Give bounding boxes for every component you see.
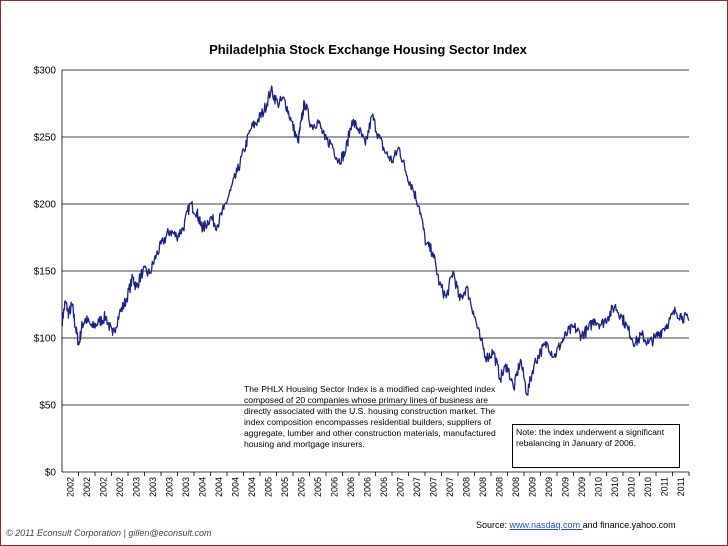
- y-axis-ticks: $0 $50 $100 $150 $200 $250 $300: [34, 66, 57, 479]
- x-tick-label: 2005: [296, 477, 306, 497]
- source-suffix: and finance.yahoo.com: [582, 520, 676, 530]
- x-tick-label: 2005: [280, 477, 290, 497]
- x-tick-label: 2006: [362, 477, 372, 497]
- series-layer: [61, 85, 690, 396]
- x-tick-label: 2006: [329, 477, 339, 497]
- x-tick-label: 2007: [412, 477, 422, 497]
- x-tick-label: 2008: [511, 477, 521, 497]
- x-tick-label: 2008: [461, 477, 471, 497]
- y-tick-label: $300: [34, 66, 57, 77]
- rebalancing-note: Note: the index underwent a significant …: [512, 424, 680, 468]
- copyright-footer: © 2011 Econsult Corporation | gillen@eco…: [6, 528, 212, 538]
- source-prefix: Source:: [476, 520, 510, 530]
- x-tick-label: 2009: [544, 477, 554, 497]
- y-tick-label: $150: [34, 267, 57, 278]
- x-tick-label: 2006: [379, 477, 389, 497]
- x-tick-label: 2010: [610, 477, 620, 497]
- x-tick-label: 2005: [313, 477, 323, 497]
- source-link[interactable]: www.nasdaq.com: [509, 520, 583, 530]
- x-tick-label: 2003: [181, 477, 191, 497]
- x-tick-label: 2011: [676, 477, 686, 496]
- x-axis-ticks: 2002 2002 2002 2002 2003 2003 2003 2003 2004 2004…: [65, 472, 690, 497]
- phlx-description-text: The PHLX Housing Sector Index is a modif…: [244, 384, 496, 449]
- x-tick-label: 2007: [395, 477, 405, 497]
- x-tick-label: 2003: [131, 477, 141, 497]
- x-tick-label: 2005: [263, 477, 273, 497]
- source-credit: Source: www.nasdaq.com and finance.yahoo…: [476, 520, 676, 530]
- x-tick-label: 2010: [593, 477, 603, 497]
- x-tick-label: 2002: [65, 477, 75, 497]
- x-tick-label: 2006: [346, 477, 356, 497]
- x-tick-label: 2011: [659, 477, 669, 496]
- rebalancing-note-text: Note: the index underwent a significant …: [516, 427, 665, 448]
- x-tick-label: 2004: [247, 477, 257, 497]
- x-tick-label: 2004: [214, 477, 224, 497]
- x-tick-label: 2004: [197, 477, 207, 497]
- y-tick-label: $250: [34, 133, 57, 144]
- x-tick-label: 2007: [445, 477, 455, 497]
- y-tick-label: $200: [34, 200, 57, 211]
- chart-title: Philadelphia Stock Exchange Housing Sect…: [209, 42, 528, 57]
- x-tick-label: 2003: [148, 477, 158, 497]
- x-tick-label: 2002: [115, 477, 125, 497]
- y-tick-label: $0: [45, 468, 57, 479]
- x-tick-label: 2009: [577, 477, 587, 497]
- x-tick-label: 2009: [560, 477, 570, 497]
- series-line-0: [61, 85, 690, 396]
- x-tick-label: 2002: [82, 477, 92, 497]
- y-tick-label: $50: [39, 401, 56, 412]
- x-tick-label: 2008: [478, 477, 488, 497]
- x-tick-label: 2004: [230, 477, 240, 497]
- x-tick-label: 2003: [164, 477, 174, 497]
- x-tick-label: 2007: [428, 477, 438, 497]
- x-tick-label: 2008: [494, 477, 504, 497]
- x-tick-label: 2009: [527, 477, 537, 497]
- x-tick-label: 2002: [98, 477, 108, 497]
- x-tick-label: 2010: [643, 477, 653, 497]
- x-tick-label: 2010: [626, 477, 636, 497]
- y-tick-label: $100: [34, 334, 57, 345]
- phlx-description-note: The PHLX Housing Sector Index is a modif…: [241, 382, 513, 468]
